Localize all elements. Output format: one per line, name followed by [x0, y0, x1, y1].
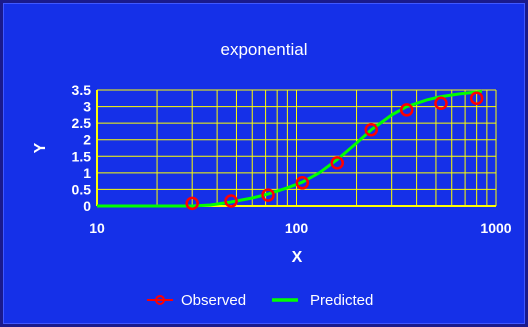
y-tick-label: 3 [83, 99, 91, 115]
legend-observed-label: Observed [181, 292, 246, 309]
y-tick-label: 0.5 [72, 181, 92, 197]
observed-point [434, 96, 448, 111]
observed-point [469, 91, 484, 106]
chart-frame-border [3, 3, 525, 324]
y-axis-title: Y [32, 142, 49, 153]
y-tick-label: 1.5 [72, 148, 92, 164]
legend: Observed Predicted [147, 292, 373, 309]
observed-point [295, 176, 310, 190]
y-tick-label: 0 [83, 198, 91, 214]
observed-point [224, 194, 238, 208]
tick-labels: 10 100 1000 00.511.522.533.5 [72, 82, 512, 236]
chart-title: exponential [221, 40, 308, 59]
y-tick-label: 2 [83, 132, 91, 148]
observed-point [400, 103, 414, 117]
y-tick-label: 3.5 [72, 82, 92, 98]
x-tick-label: 10 [89, 220, 105, 236]
series-layer [97, 89, 484, 211]
observed-point [364, 123, 379, 137]
x-tick-label: 1000 [480, 220, 511, 236]
legend-predicted-label: Predicted [310, 292, 373, 309]
observed-point [185, 196, 199, 211]
legend-observed-marker [155, 295, 165, 305]
grid [96, 89, 497, 207]
y-tick-label: 1 [83, 165, 91, 181]
observed-point [330, 156, 344, 170]
y-tick-label: 2.5 [72, 115, 92, 131]
x-axis-title: X [292, 249, 303, 266]
observed-point [261, 188, 275, 202]
x-tick-label: 100 [285, 220, 309, 236]
